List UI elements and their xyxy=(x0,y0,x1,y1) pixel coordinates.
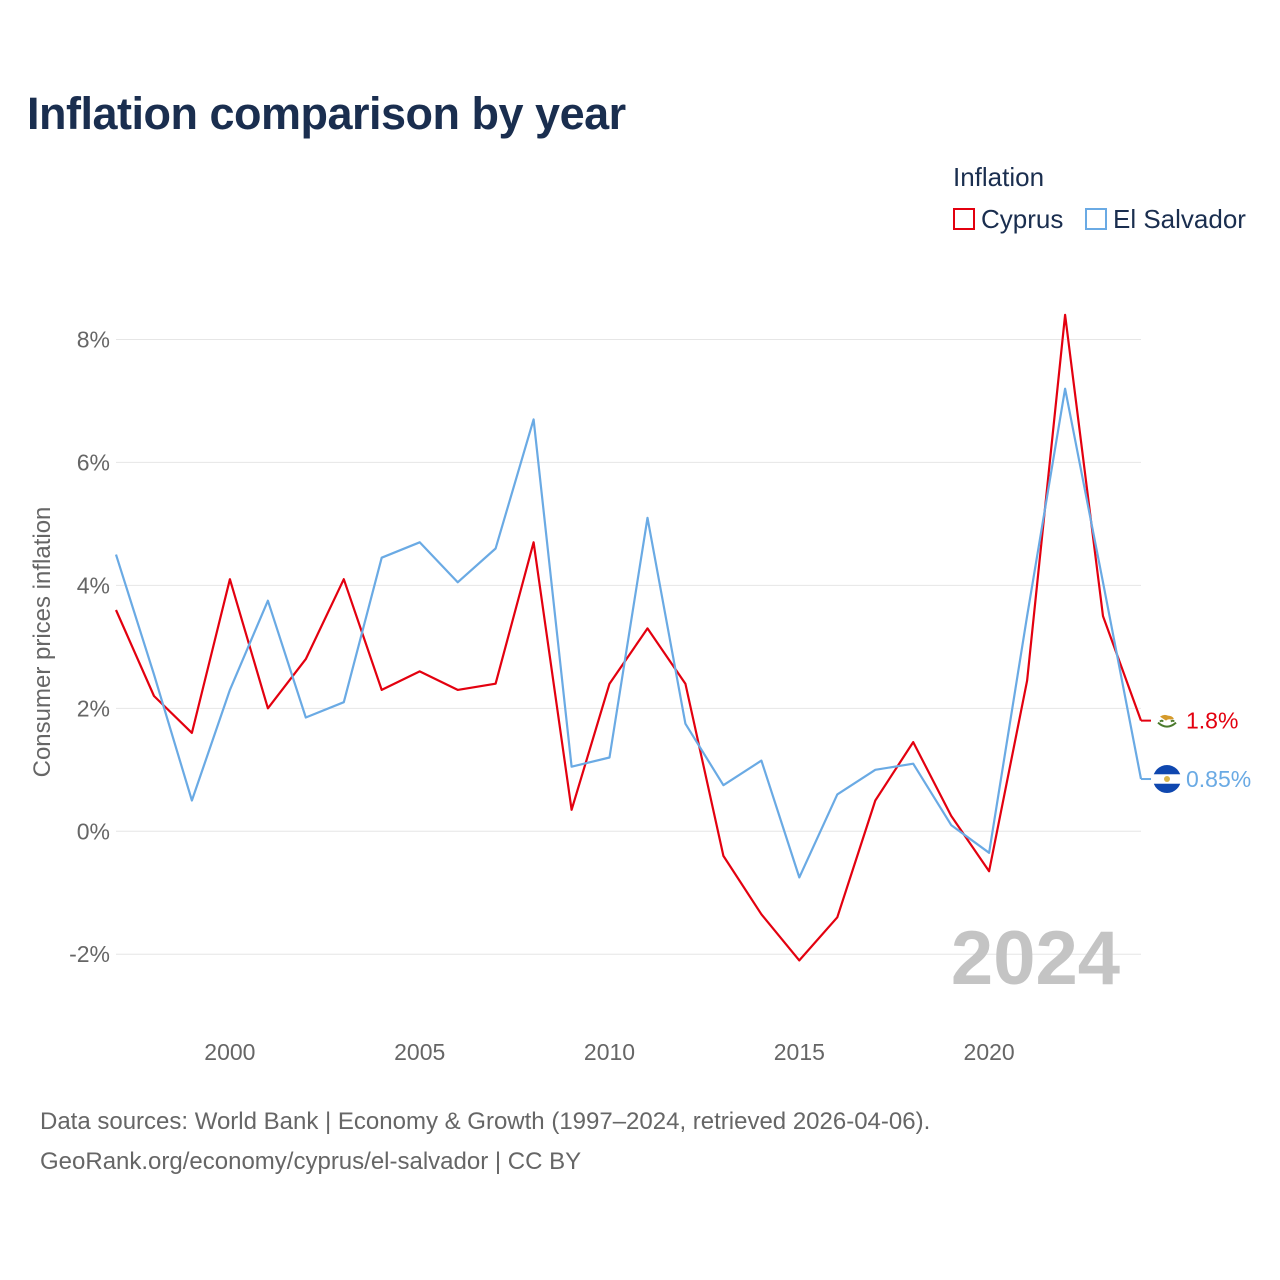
page-title: Inflation comparison by year xyxy=(27,88,626,139)
y-axis-label: Consumer prices inflation xyxy=(29,507,56,778)
y-tick-label: 8% xyxy=(77,326,110,352)
y-tick-label: 2% xyxy=(77,695,110,721)
footer-source: Data sources: World Bank | Economy & Gro… xyxy=(40,1108,931,1135)
y-tick-label: -2% xyxy=(69,941,110,967)
legend-item-cyprus[interactable]: Cyprus xyxy=(953,204,1063,234)
grid xyxy=(116,338,1141,955)
y-tick-label: 4% xyxy=(77,572,110,598)
end-value-label-cyprus: 1.8% xyxy=(1186,708,1238,734)
x-tick-label: 2020 xyxy=(964,1039,1015,1065)
series-lines xyxy=(114,313,1143,962)
legend-title: Inflation xyxy=(953,162,1045,192)
y-tick-label: 6% xyxy=(77,449,110,475)
legend-label-el-salvador: El Salvador xyxy=(1113,203,1246,234)
el-salvador-flag-icon xyxy=(1153,765,1181,794)
x-tick-label: 2010 xyxy=(584,1039,635,1065)
legend-swatch-cyprus xyxy=(953,208,975,230)
y-axis-ticks: -2% 0% 2% 4% 6% 8% xyxy=(69,326,110,967)
y-tick-label: 0% xyxy=(77,818,110,844)
cyprus-flag-icon xyxy=(1157,714,1177,728)
legend-swatch-el-salvador xyxy=(1085,208,1107,230)
x-axis-ticks: 2000 2005 2010 2015 2020 xyxy=(204,1039,1014,1065)
year-watermark: 2024 xyxy=(951,916,1120,1001)
x-tick-label: 2000 xyxy=(204,1039,255,1065)
legend-label-cyprus: Cyprus xyxy=(981,203,1064,234)
footer-attribution: GeoRank.org/economy/cyprus/el-salvador |… xyxy=(40,1148,582,1175)
x-tick-label: 2015 xyxy=(774,1039,825,1065)
end-value-label-el-salvador: 0.85% xyxy=(1186,766,1251,792)
series-line-el-salvador xyxy=(114,387,1143,879)
series-line-cyprus xyxy=(114,313,1143,962)
end-labels: 1.8% 0.85% xyxy=(1141,708,1251,794)
legend-item-el-salvador[interactable]: El Salvador xyxy=(1085,204,1246,234)
x-tick-label: 2005 xyxy=(394,1039,445,1065)
